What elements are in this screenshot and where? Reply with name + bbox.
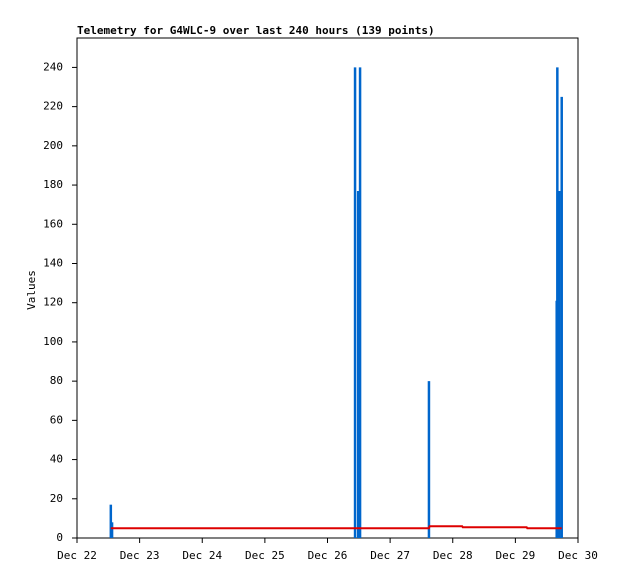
y-tick-label: 220 [43,100,63,113]
x-tick-label: Dec 24 [182,549,222,562]
x-tick-label: Dec 27 [370,549,410,562]
plot-frame [76,37,579,539]
y-tick-label: 60 [50,413,63,426]
y-tick-label: 120 [43,296,63,309]
x-tick-label: Dec 23 [120,549,160,562]
y-axis-label: Values [25,270,38,310]
x-tick-label: Dec 26 [308,549,348,562]
y-tick-label: 40 [50,453,63,466]
x-tick-label: Dec 28 [433,549,473,562]
chart-title: Telemetry for G4WLC-9 over last 240 hour… [77,24,435,37]
series-line [110,525,562,530]
y-tick-label: 20 [50,492,63,505]
y-tick-label: 140 [43,256,63,269]
y-tick-label: 200 [43,139,63,152]
y-tick-label: 240 [43,60,63,73]
x-tick-label: Dec 29 [496,549,536,562]
y-tick-label: 0 [56,531,63,544]
y-tick-label: 100 [43,335,63,348]
x-tick-label: Dec 25 [245,549,285,562]
y-tick-label: 160 [43,217,63,230]
y-tick-label: 80 [50,374,63,387]
x-tick-label: Dec 30 [558,549,598,562]
x-tick-label: Dec 22 [57,549,97,562]
y-tick-label: 180 [43,178,63,191]
